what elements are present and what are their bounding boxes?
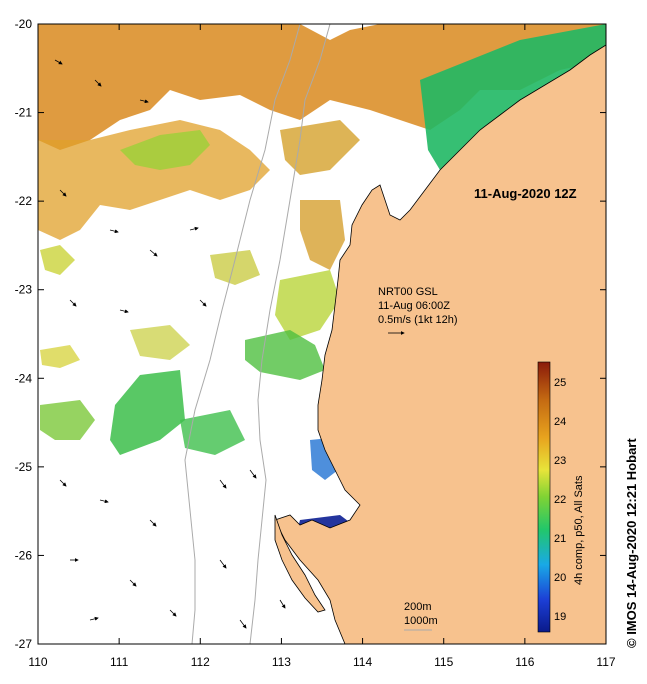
colorbar-tick-label: 24 xyxy=(554,416,566,428)
x-tick-label: 117 xyxy=(596,655,615,669)
y-axis: -20 -21 -22 -23 -24 -25 -26 -27 xyxy=(15,17,606,651)
colorbar-title: 4h comp, p50, All Sats xyxy=(573,475,585,585)
y-tick-label: -20 xyxy=(15,17,33,31)
y-tick-label: -25 xyxy=(15,460,33,474)
y-tick-label: -21 xyxy=(15,106,33,120)
colorbar-tick-label: 22 xyxy=(554,494,566,506)
current-source-label: NRT00 GSL xyxy=(378,286,438,298)
x-axis: 110 111 112 113 114 115 116 117 xyxy=(28,24,616,669)
contour-200m xyxy=(249,24,331,644)
contour-1000m-label: 1000m xyxy=(404,615,438,627)
x-tick-label: 110 xyxy=(28,655,47,669)
colorbar-tick-label: 25 xyxy=(554,377,566,389)
colorbar-ticks: 19 20 21 22 23 24 25 xyxy=(554,377,566,623)
x-tick-label: 113 xyxy=(272,655,291,669)
sst-patches xyxy=(38,24,606,580)
colorbar-tick-label: 20 xyxy=(554,572,566,584)
contour-200m-label: 200m xyxy=(404,601,432,613)
contour-1000m xyxy=(184,24,301,644)
credit-label: © IMOS 14-Aug-2020 12:21 Hobart xyxy=(624,438,639,648)
y-tick-label: -27 xyxy=(15,637,33,651)
plot-frame xyxy=(37,23,607,645)
colorbar-gradient xyxy=(537,361,551,633)
y-tick-label: -24 xyxy=(15,371,33,385)
current-scale-label: 0.5m/s (1kt 12h) xyxy=(378,314,457,326)
current-time-label: 11-Aug 06:00Z xyxy=(378,300,450,312)
colorbar: 19 20 21 22 23 24 25 4h comp, p50, All Sats xyxy=(537,361,585,633)
peninsula xyxy=(274,514,326,613)
colorbar-tick-label: 21 xyxy=(554,533,566,545)
plot-area: 11-Aug-2020 12Z NRT00 GSL 11-Aug 06:00Z … xyxy=(38,24,606,644)
colorbar-tick-label: 19 xyxy=(554,611,566,623)
y-tick-label: -22 xyxy=(15,194,33,208)
date-label: 11-Aug-2020 12Z xyxy=(474,186,577,201)
current-vectors xyxy=(54,59,286,629)
x-tick-label: 115 xyxy=(434,655,453,669)
y-tick-label: -26 xyxy=(15,548,33,562)
x-tick-label: 111 xyxy=(110,655,129,669)
colorbar-tick-label: 23 xyxy=(554,455,566,467)
x-tick-label: 112 xyxy=(191,655,210,669)
x-tick-label: 114 xyxy=(353,655,372,669)
x-tick-label: 116 xyxy=(515,655,534,669)
y-tick-label: -23 xyxy=(15,283,33,297)
